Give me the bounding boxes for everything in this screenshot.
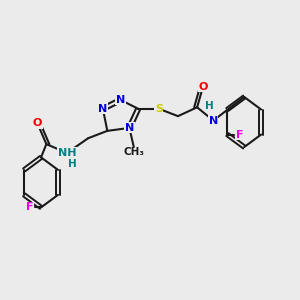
Text: N: N bbox=[125, 123, 134, 133]
Text: N: N bbox=[209, 116, 218, 126]
Text: O: O bbox=[198, 82, 208, 92]
Text: CH₃: CH₃ bbox=[123, 147, 144, 157]
Text: S: S bbox=[155, 104, 163, 114]
Text: H: H bbox=[68, 159, 77, 169]
Text: F: F bbox=[26, 202, 34, 212]
Text: NH: NH bbox=[58, 148, 76, 158]
Text: O: O bbox=[33, 118, 42, 128]
Text: N: N bbox=[116, 95, 125, 105]
Text: H: H bbox=[205, 101, 213, 111]
Text: F: F bbox=[236, 130, 243, 140]
Text: N: N bbox=[98, 104, 107, 114]
